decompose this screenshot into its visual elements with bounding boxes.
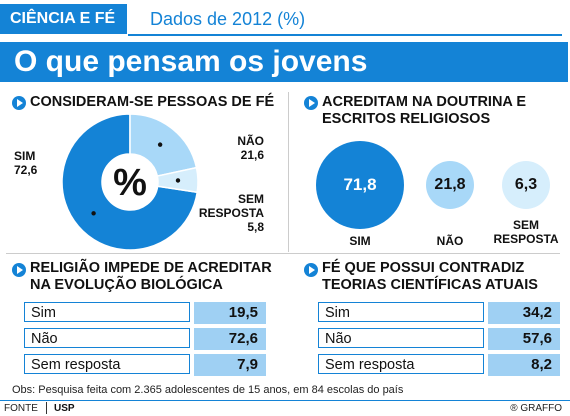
bubble-label-0: SIM (320, 234, 400, 248)
pie-label-nao-value: 21,6 (240, 148, 264, 162)
bubble-title-line1: ACREDITAM NA DOUTRINA E (322, 94, 527, 110)
table-row-label: Sim (318, 302, 484, 322)
bubble-label-line-0-0: SIM (349, 234, 371, 248)
table2-title: FÉ QUE POSSUI CONTRADIZ TEORIAS CIENTÍFI… (322, 260, 538, 294)
table-row-label: Sem resposta (24, 354, 190, 374)
table-row: Sim 34,2 (318, 302, 560, 324)
table-evolucao: Sim 19,5 Não 72,6 Sem resposta 7,9 (24, 302, 266, 380)
pie-center-label: % (113, 162, 147, 204)
table-row-value: 19,5 (194, 302, 266, 324)
pie-label-sim-name: SIM (14, 149, 36, 163)
arrow-icon (12, 263, 26, 277)
bubble-value-1: 21,8 (434, 175, 466, 193)
source-separator (46, 402, 47, 414)
table1-title-line1: RELIGIÃO IMPEDE DE ACREDITAR (30, 260, 272, 276)
pie-label-sim: SIM 72,6 (14, 149, 37, 177)
arrow-icon (304, 96, 318, 110)
bubble-0: 71,8 (316, 141, 404, 229)
pie-label-sem: SEM RESPOSTA 5,8 (196, 192, 264, 234)
brand-label: CIÊNCIA E FÉ (0, 4, 128, 34)
bubble-value-0: 71,8 (343, 175, 377, 194)
table2-title-line2: TEORIAS CIENTÍFICAS ATUAIS (322, 277, 538, 293)
bubble-title-line2: ESCRITOS RELIGIOSOS (322, 111, 491, 127)
pie-leader-dot-0 (91, 211, 96, 216)
bubble-1: 21,8 (425, 160, 475, 210)
arrow-icon (304, 263, 318, 277)
bubble-label-line-2-0: SEM (512, 218, 539, 232)
table-row-value: 7,9 (194, 354, 266, 376)
arrow-icon (12, 96, 26, 110)
bubble-2: 6,3 (502, 161, 550, 209)
table2-title-line1: FÉ QUE POSSUI CONTRADIZ (322, 260, 525, 276)
page-title: O que pensam os jovens (0, 42, 568, 82)
bubble-label-line-2-1: RESPOSTA (493, 232, 559, 246)
table-row-label: Sim (24, 302, 190, 322)
column-divider (288, 92, 289, 252)
row-divider (6, 253, 560, 254)
table1-title-line2: NA EVOLUÇÃO BIOLÓGICA (30, 277, 223, 293)
table-row-label: Não (24, 328, 190, 348)
pie-label-nao: NÃO 21,6 (222, 134, 264, 162)
bubble-label-2: SEM RESPOSTA (486, 218, 566, 246)
credit: ® GRAFFO (510, 403, 562, 414)
table-row-value: 72,6 (194, 328, 266, 350)
table1-title: RELIGIÃO IMPEDE DE ACREDITAR NA EVOLUÇÃO… (30, 260, 272, 294)
pie-hole (102, 154, 158, 210)
pie-leader-dot-2 (175, 178, 181, 183)
header: CIÊNCIA E FÉ Dados de 2012 (%) (0, 0, 570, 40)
pie-label-sim-value: 72,6 (14, 163, 38, 177)
table-row-value: 57,6 (488, 328, 560, 350)
footer-rule (0, 400, 570, 401)
pie-leader-dot-1 (157, 142, 163, 147)
pie-chart: % (61, 113, 199, 251)
table-row-label: Não (318, 328, 484, 348)
source-value: USP (54, 403, 75, 414)
pie-label-sem-line1: SEM (237, 192, 264, 206)
table-row: Não 72,6 (24, 328, 266, 350)
bubble-label-line-1-0: NÃO (436, 234, 464, 248)
survey-note: Obs: Pesquisa feita com 2.365 adolescent… (12, 384, 404, 396)
header-rule (128, 34, 562, 36)
bubble-value-2: 6,3 (514, 176, 538, 193)
table-teorias: Sim 34,2 Não 57,6 Sem resposta 8,2 (318, 302, 560, 380)
source-label: FONTE (4, 403, 38, 414)
bubble-label-1: NÃO (410, 234, 490, 248)
table-row: Não 57,6 (318, 328, 560, 350)
pie-label-sem-line2: RESPOSTA (198, 206, 264, 220)
table-row: Sem resposta 8,2 (318, 354, 560, 376)
bubble-title: ACREDITAM NA DOUTRINA E ESCRITOS RELIGIO… (322, 94, 526, 128)
table-row-value: 8,2 (488, 354, 560, 376)
pie-label-nao-name: NÃO (237, 134, 264, 148)
table-row-value: 34,2 (488, 302, 560, 324)
table-row: Sem resposta 7,9 (24, 354, 266, 376)
pie-label-sem-value: 5,8 (247, 220, 264, 234)
subtitle: Dados de 2012 (%) (150, 9, 306, 29)
pie-title: CONSIDERAM-SE PESSOAS DE FÉ (30, 94, 275, 110)
table-row: Sim 19,5 (24, 302, 266, 324)
table-row-label: Sem resposta (318, 354, 484, 374)
